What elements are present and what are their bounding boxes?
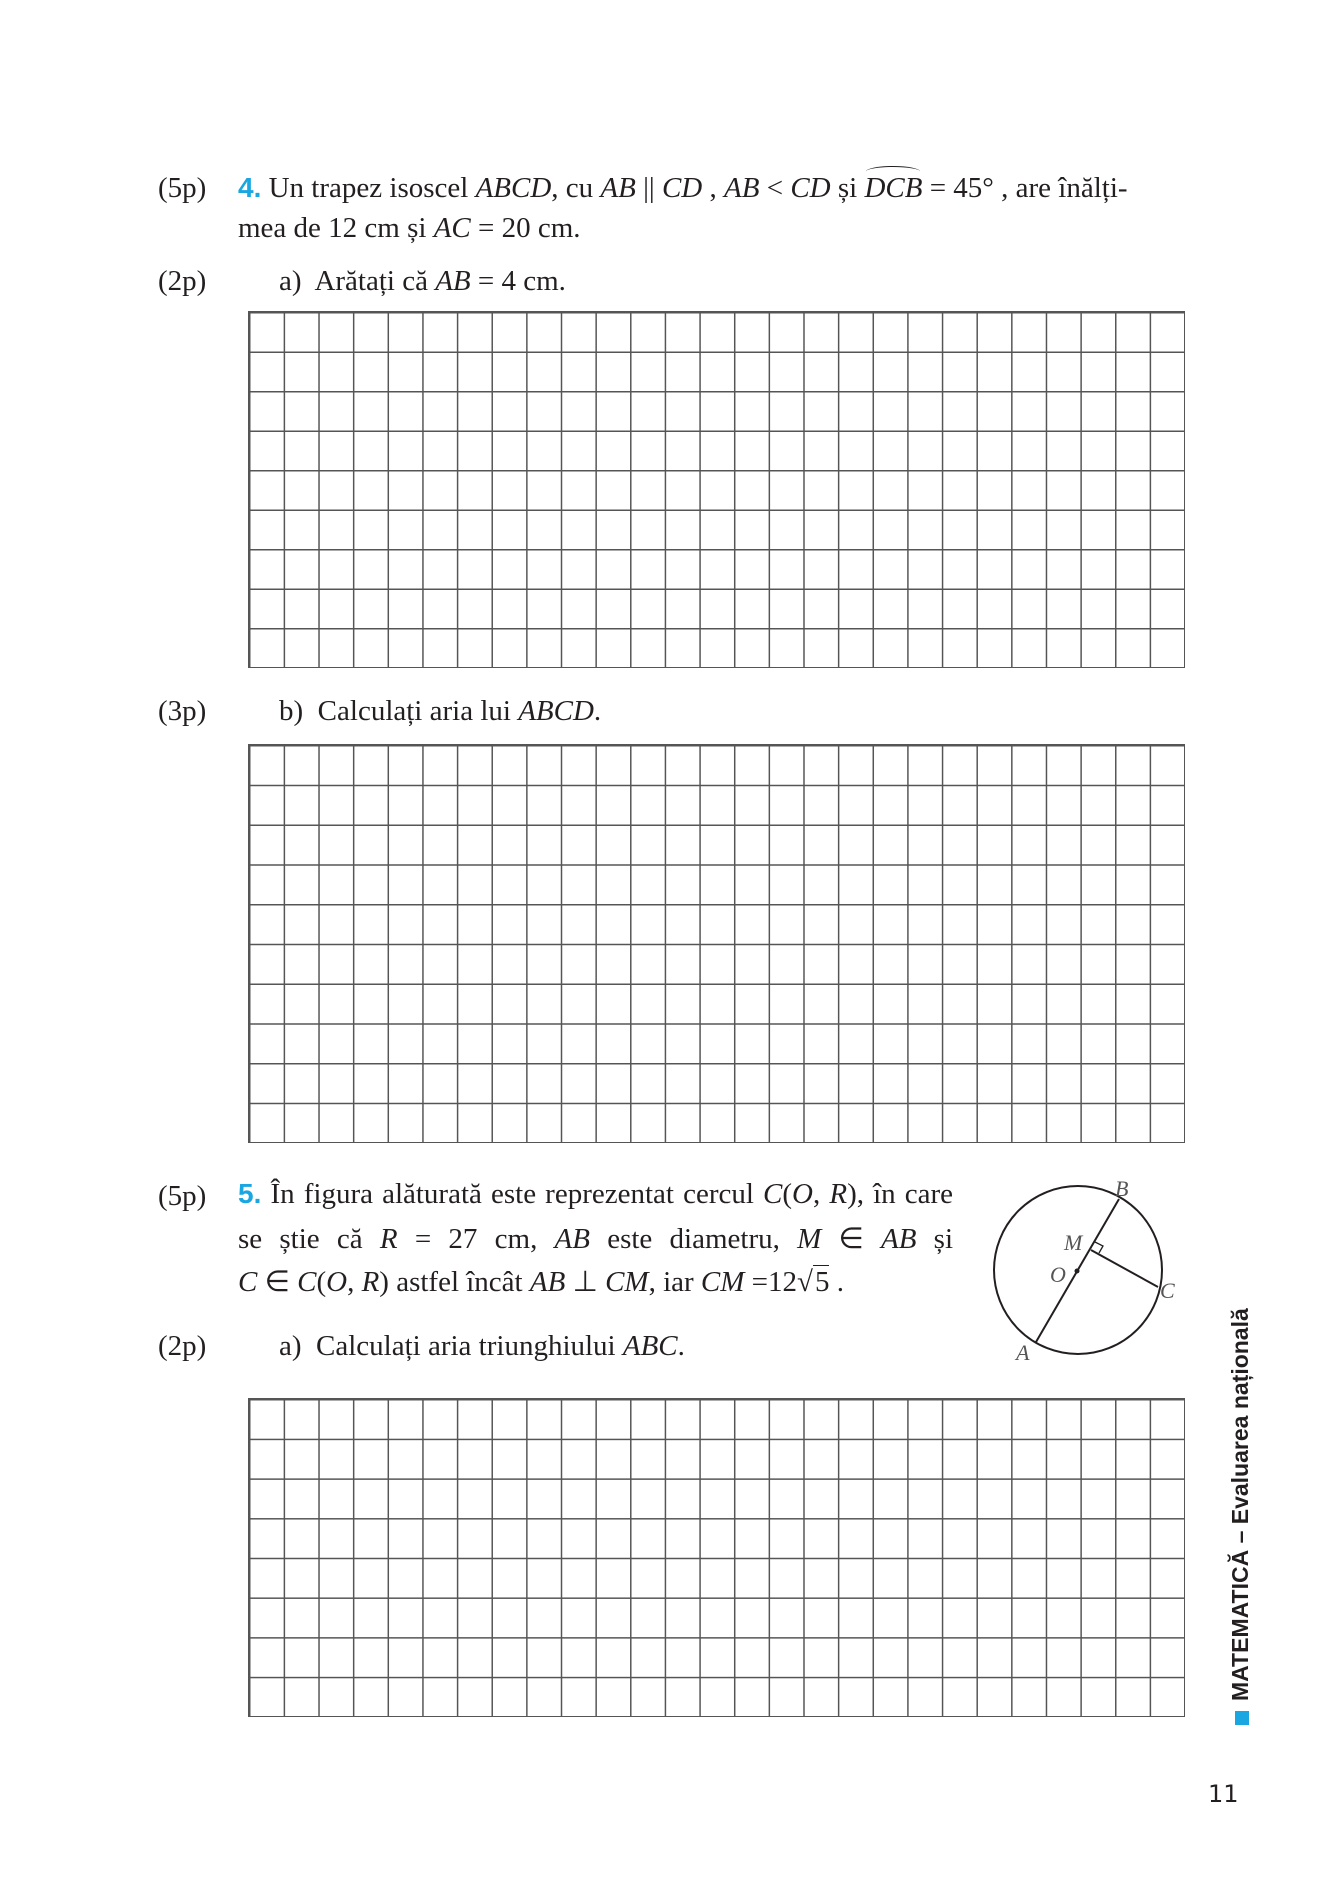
problem-number: 5. [238, 1178, 262, 1209]
math: AC [433, 212, 471, 244]
problem-5-line-1: 5. În figura alăturată este reprezentat … [238, 1171, 953, 1217]
text: Calculați aria triunghiului [316, 1330, 623, 1362]
math: AB [724, 172, 760, 204]
text: Un trapez isoscel [268, 172, 476, 204]
label: a) [279, 1330, 302, 1362]
answer-grid-4a[interactable] [248, 311, 1185, 668]
text: ∈ [821, 1223, 881, 1255]
text: = 27 cm, [397, 1223, 555, 1255]
math: CD [661, 172, 703, 204]
math: R [361, 1266, 380, 1298]
text: , [702, 172, 725, 204]
label: a) [279, 265, 302, 297]
problem-4-line-2: mea de 12 cm și AC = 20 cm. [238, 214, 581, 243]
problem-number: 4. [238, 172, 262, 203]
question-4a: a) Arătați că AB = 4 cm. [279, 267, 566, 296]
math: ABCD [475, 172, 552, 204]
points-4b: (3p) [158, 695, 207, 727]
text: , [347, 1266, 362, 1298]
text: . [677, 1330, 685, 1362]
math: CM [605, 1266, 649, 1298]
math: AB [554, 1223, 590, 1255]
text: < [759, 172, 791, 204]
label: b) [279, 695, 304, 727]
circle [993, 1185, 1163, 1355]
math: C [238, 1266, 258, 1298]
points-p5: (5p) [158, 1180, 207, 1212]
label-c: C [1160, 1278, 1175, 1303]
text: se știe că [238, 1223, 380, 1255]
points-p4: (5p) [158, 172, 207, 204]
text: || [635, 172, 662, 204]
text: = 20 cm. [470, 212, 581, 244]
text: 5 [812, 1265, 830, 1298]
text: , cu [551, 172, 601, 204]
sidebar-title: MATEMATICĂ – Evaluarea națională [1227, 1308, 1254, 1725]
label-o: O [1050, 1262, 1066, 1287]
math: ABCD [518, 695, 594, 727]
text: este diametru, [589, 1223, 798, 1255]
text: Calculați aria lui [317, 695, 519, 727]
text: . [593, 695, 602, 727]
angle-math: DCB [864, 166, 923, 204]
center-point [1074, 1268, 1080, 1274]
math: R [379, 1223, 398, 1255]
right-angle-mark [1094, 1241, 1104, 1254]
text: mea de 12 cm și [238, 212, 434, 244]
math: C [763, 1178, 783, 1210]
text: = 4 cm. [470, 265, 566, 297]
text: ( [782, 1178, 793, 1210]
math: O [792, 1178, 813, 1210]
sidebar-text: MATEMATICĂ – Evaluarea națională [1227, 1308, 1253, 1701]
points-4a: (2p) [158, 265, 207, 297]
label-a: A [1014, 1340, 1030, 1365]
text: ) astfel încât [379, 1266, 530, 1298]
text: ( [316, 1266, 327, 1298]
math: C [297, 1266, 317, 1298]
blue-square-icon [1234, 1711, 1249, 1725]
text: ), în care [847, 1178, 954, 1210]
segment-cm [1090, 1249, 1159, 1288]
points-5a: (2p) [158, 1330, 207, 1362]
text: În figura alăturată este reprezentat cer… [270, 1178, 764, 1210]
math: CD [790, 172, 831, 204]
math: CM [700, 1266, 745, 1298]
text: Arătați că [314, 265, 436, 297]
text: , iar [648, 1266, 701, 1298]
label-b: B [1115, 1176, 1128, 1201]
math: R [829, 1178, 848, 1210]
problem-4-line-1: 4. Un trapez isoscel ABCD, cu AB || CD ,… [238, 166, 1128, 204]
circle-figure: B M O C A [993, 1176, 1175, 1365]
math: AB [600, 172, 636, 204]
text: , [812, 1178, 830, 1210]
math: AB [881, 1223, 917, 1255]
text: . [829, 1266, 844, 1298]
math: M [797, 1223, 822, 1255]
page-number: 11 [1208, 1780, 1239, 1808]
label-m: M [1063, 1230, 1084, 1255]
math: O [326, 1266, 348, 1298]
answer-grid-5a[interactable] [248, 1398, 1185, 1717]
text: ∈ [257, 1266, 298, 1298]
problem-5-line-2: se știe că R = 27 cm, AB este diametru, … [238, 1217, 953, 1262]
sqrt-sign: √ [797, 1266, 813, 1298]
text: ⊥ [565, 1266, 606, 1298]
math: AB [435, 265, 471, 297]
math: ABC [622, 1330, 678, 1362]
math: AB [529, 1266, 566, 1298]
answer-grid-4b[interactable] [248, 744, 1185, 1143]
text: și [916, 1223, 954, 1255]
question-5a: a) Calculați aria triunghiului ABC. [279, 1332, 685, 1361]
text: =12 [744, 1266, 798, 1298]
text: și [830, 172, 865, 204]
question-4b: b) Calculați aria lui ABCD. [279, 697, 601, 726]
problem-5-line-3: C ∈ C(O, R) astfel încât AB ⊥ CM, iar CM… [238, 1265, 844, 1298]
text: = 45° , are înălți- [922, 172, 1128, 204]
